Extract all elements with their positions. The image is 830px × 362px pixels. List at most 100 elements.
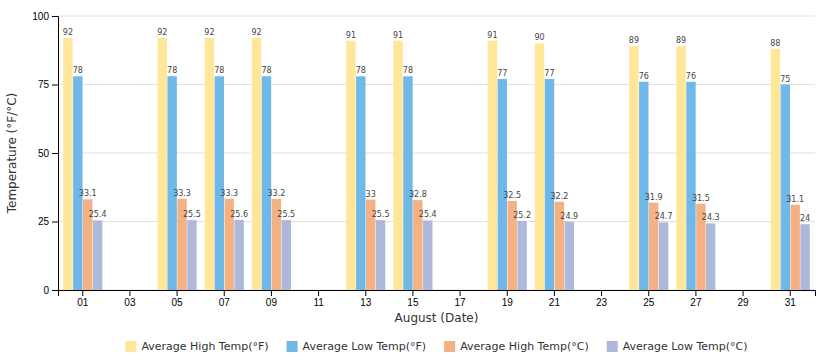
tick-mark [52, 16, 58, 17]
tick-label: 11 [313, 297, 324, 308]
bar [346, 41, 355, 290]
data-label: 33.2 [267, 189, 285, 198]
tick-mark [52, 222, 58, 223]
y-tick: 25 [38, 216, 58, 227]
tick-label: 23 [596, 297, 608, 308]
bar [252, 38, 261, 290]
y-tick: 75 [38, 79, 58, 90]
plot: 0255075100010305070911131517192123252729… [32, 11, 815, 308]
bar [73, 76, 82, 290]
bar [790, 205, 799, 290]
legend: Average High Temp(°F)Average Low Temp(°F… [125, 340, 747, 353]
axis-domain [59, 291, 816, 297]
bar [262, 76, 271, 290]
legend-swatch [287, 341, 298, 352]
data-label: 91 [487, 31, 497, 40]
data-label: 78 [214, 66, 224, 75]
data-label: 25.6 [230, 210, 248, 219]
tick-mark [790, 290, 791, 296]
data-label: 25.5 [183, 210, 201, 219]
tick-mark [177, 290, 178, 296]
bar [215, 76, 224, 290]
data-label: 78 [73, 66, 83, 75]
data-label: 33.1 [79, 189, 97, 198]
bar [488, 41, 497, 290]
data-label: 92 [251, 28, 261, 37]
data-label: 25.2 [513, 211, 531, 220]
tick-mark [52, 153, 58, 154]
data-label: 25.4 [419, 210, 437, 219]
series [63, 38, 780, 290]
data-label: 77 [544, 69, 554, 78]
x-tick: 23 [596, 290, 608, 308]
bar [800, 224, 809, 290]
tick-label: 07 [219, 297, 231, 308]
tick-mark [648, 290, 649, 296]
x-tick: 19 [502, 290, 514, 308]
data-label: 78 [167, 66, 177, 75]
data-label: 78 [403, 66, 413, 75]
legend-label: Average High Temp(°F) [141, 340, 268, 353]
data-label: 89 [676, 36, 686, 45]
data-label: 91 [393, 31, 403, 40]
series [83, 199, 800, 290]
data-label: 25.4 [89, 210, 107, 219]
x-tick: 11 [313, 290, 324, 308]
tick-mark [695, 290, 696, 296]
x-tick: 21 [549, 290, 561, 308]
tick-label: 03 [124, 297, 136, 308]
grid-line [58, 16, 815, 17]
tick-label: 09 [266, 297, 278, 308]
data-label: 25.5 [372, 210, 390, 219]
tick-label: 21 [549, 297, 561, 308]
data-label: 24.7 [655, 212, 673, 221]
data-label: 24 [800, 214, 810, 223]
data-label: 31.5 [692, 194, 710, 203]
x-tick: 29 [738, 290, 750, 308]
tick-label: 29 [738, 297, 750, 308]
y-axis-title: Temperature (°F/°C) [5, 93, 19, 215]
tick-mark [52, 85, 58, 86]
bar [63, 38, 72, 290]
x-tick: 01 [77, 290, 89, 308]
tick-label: 25 [643, 297, 655, 308]
tick-label: 19 [502, 297, 514, 308]
chart-svg: 0255075100010305070911131517192123252729… [0, 0, 830, 362]
x-tick: 07 [219, 290, 231, 308]
y-axis: 0255075100 [32, 11, 58, 296]
tick-mark [271, 290, 272, 296]
data-label: 92 [204, 28, 214, 37]
legend-item: Average High Temp(°F) [125, 340, 268, 353]
data-label: 90 [534, 33, 544, 42]
tick-label: 50 [38, 148, 50, 159]
data-label: 25.5 [277, 210, 295, 219]
bar [187, 220, 196, 290]
data-label: 32.8 [409, 190, 427, 199]
data-label: 92 [157, 28, 167, 37]
bar [356, 76, 365, 290]
bar [498, 79, 507, 290]
data-label: 75 [780, 75, 790, 84]
tick-mark [507, 290, 508, 296]
tick-mark [129, 290, 130, 296]
legend-label: Average High Temp(°C) [460, 340, 589, 353]
data-label: 24.3 [702, 213, 720, 222]
bar [771, 49, 780, 290]
tick-label: 15 [407, 297, 419, 308]
bar [403, 76, 412, 290]
tick-label: 0 [43, 285, 49, 296]
grid [58, 16, 815, 290]
bar [167, 76, 176, 290]
legend-item: Average Low Temp(°C) [607, 340, 748, 353]
bar [376, 220, 385, 290]
bar [205, 38, 214, 290]
legend-label: Average Low Temp(°C) [623, 340, 748, 353]
y-tick: 50 [38, 148, 58, 159]
x-tick: 05 [172, 290, 184, 308]
tick-label: 01 [77, 297, 89, 308]
data-label: 33 [366, 190, 376, 199]
tick-mark [224, 290, 225, 296]
bar [545, 79, 554, 290]
data-label: 76 [639, 72, 649, 81]
data-label: 24.9 [560, 212, 578, 221]
